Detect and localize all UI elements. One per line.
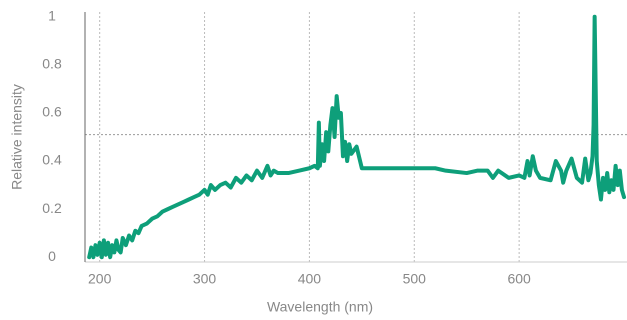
y-axis-title: Relative intensity	[9, 84, 25, 190]
y-tick-label: 0.4	[42, 152, 62, 168]
x-tick-label: 500	[403, 271, 427, 287]
x-tick-label: 600	[507, 271, 531, 287]
x-tick-label: 400	[298, 271, 322, 287]
y-tick-label: 0	[48, 248, 56, 264]
x-axis-title: Wavelength (nm)	[267, 299, 373, 315]
y-tick-label: 1	[48, 8, 56, 24]
x-tick-label: 200	[88, 271, 112, 287]
y-tick-label: 0.6	[42, 104, 62, 120]
y-tick-label: 0.8	[42, 56, 62, 72]
x-tick-label: 300	[193, 271, 217, 287]
data-line	[87, 14, 626, 260]
y-tick-label: 0.2	[42, 200, 62, 216]
